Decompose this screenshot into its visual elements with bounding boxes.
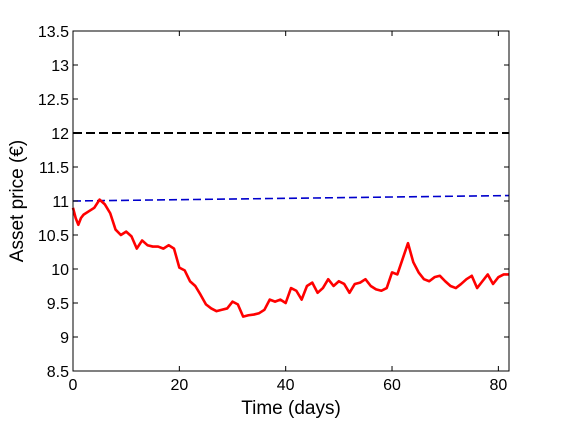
y-tick-label: 11 <box>52 194 69 211</box>
y-tick-label: 13.5 <box>38 24 69 41</box>
x-tick-label: 40 <box>277 377 295 394</box>
plot-layer <box>71 132 510 318</box>
y-tick-label: 13 <box>51 58 69 75</box>
y-tick-label: 10.5 <box>38 228 69 245</box>
x-tick-label: 60 <box>383 377 401 394</box>
y-tick-label: 9 <box>60 330 69 347</box>
x-axis-label: Time (days) <box>241 398 341 419</box>
y-tick-label: 10 <box>51 262 69 279</box>
price-path-line <box>71 198 509 318</box>
x-tick-label: 0 <box>69 377 78 394</box>
y-tick-label: 9.5 <box>47 296 69 313</box>
mean-price-line <box>72 194 510 202</box>
x-tick-label: 20 <box>170 377 188 394</box>
tick-layer: 8.5 9 9.5 10 10.5 11 11.5 12 12.5 13 13.5 0 20 40 60 80 <box>38 24 509 394</box>
y-tick-label: 12.5 <box>38 92 69 109</box>
y-axis-label: Asset price (€) <box>7 140 28 262</box>
y-tick-label: 12 <box>51 126 69 143</box>
y-tick-label: 11.5 <box>39 160 69 177</box>
y-tick-label: 8.5 <box>47 364 69 381</box>
x-tick-label: 80 <box>489 377 507 394</box>
